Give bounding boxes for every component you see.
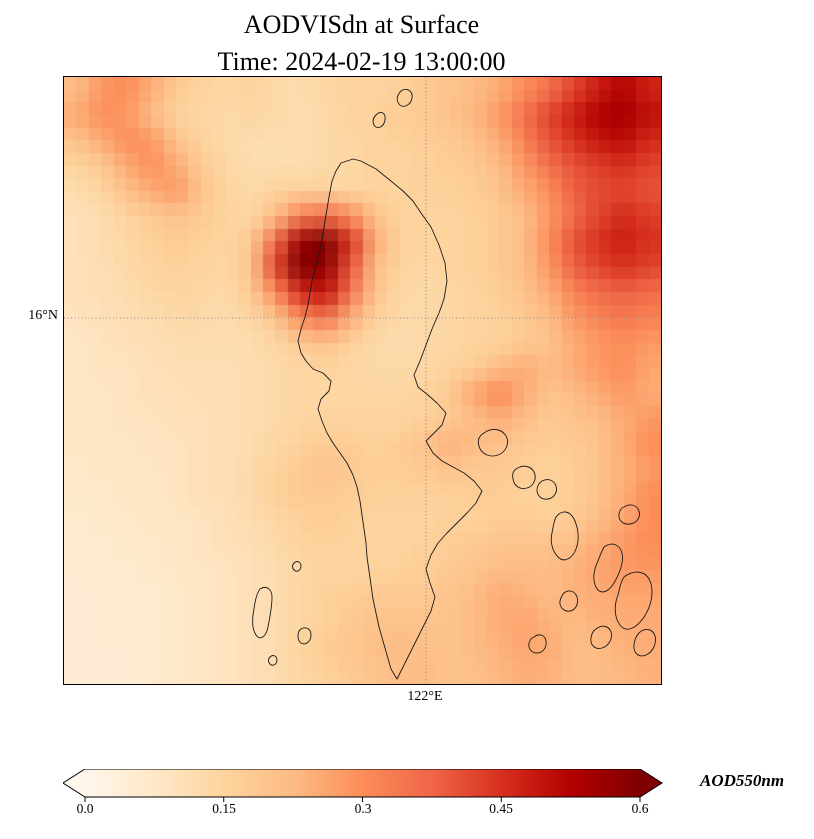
coastline-path <box>477 429 509 457</box>
colorbar-ticks <box>84 797 641 802</box>
x-tick-label-122e: 122°E <box>407 689 443 704</box>
coastline-path <box>618 504 640 525</box>
map-overlay <box>64 77 661 684</box>
colorbar-tick-label: 0.6 <box>631 801 649 816</box>
coastline-path <box>614 571 653 630</box>
colorbar-tick-label: 0.45 <box>489 801 513 816</box>
y-tick-label-16n: 16°N <box>28 308 58 323</box>
coastline-path <box>292 561 302 572</box>
coastline-path <box>252 586 273 639</box>
colorbar-tick-label: 0.15 <box>212 801 236 816</box>
coastline-path <box>297 158 483 680</box>
coastline-path <box>590 625 612 649</box>
coastline-path <box>536 479 557 500</box>
chart-subtitle: Time: 2024-02-19 13:00:00 <box>217 47 506 76</box>
coastline-path <box>297 627 312 645</box>
coastline-path <box>528 634 547 654</box>
chart-title: AODVISdn at Surface <box>243 10 480 39</box>
coastline-path <box>550 511 579 561</box>
coastline-path <box>559 590 579 612</box>
coastline-path <box>633 629 656 657</box>
colorbar <box>63 769 663 802</box>
colorbar-tick-label: 0.0 <box>76 801 94 816</box>
coastline-path <box>396 88 413 107</box>
map-axes <box>63 76 662 685</box>
colorbar-title: AOD550nm <box>700 771 785 790</box>
coastline-path <box>512 465 536 489</box>
colorbar-gradient-bar <box>63 769 663 798</box>
colorbar-tick-label: 0.3 <box>354 801 372 816</box>
coastline-path <box>268 655 278 666</box>
coastline-path <box>372 112 386 128</box>
aod-heatmap-canvas <box>64 77 661 684</box>
coastline-path <box>593 543 623 593</box>
chart-title-block: AODVISdn at Surface Time: 2024-02-19 13:… <box>63 6 660 80</box>
